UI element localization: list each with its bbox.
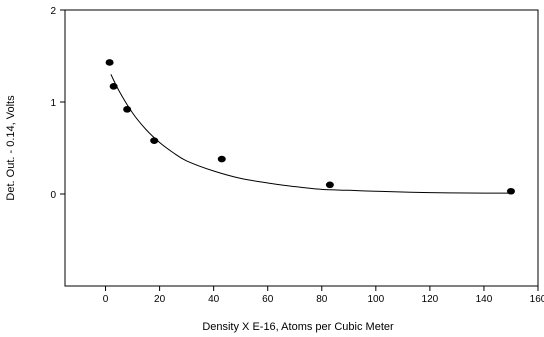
x-axis-ticks: 0 20 40 60 80 100 120 140 160 bbox=[103, 286, 544, 305]
x-tick-label: 80 bbox=[316, 294, 328, 305]
x-tick-label: 40 bbox=[208, 294, 220, 305]
y-axis-ticks: 0 1 2 bbox=[50, 6, 65, 201]
x-tick-label: 20 bbox=[154, 294, 166, 305]
plot-frame bbox=[64, 9, 539, 287]
x-tick-label: 160 bbox=[530, 294, 544, 305]
x-tick-label: 60 bbox=[262, 294, 274, 305]
data-point bbox=[506, 187, 515, 195]
x-tick-label: 0 bbox=[103, 294, 109, 305]
data-points bbox=[105, 59, 515, 195]
fit-curve bbox=[110, 74, 512, 194]
data-point bbox=[109, 83, 118, 90]
data-point bbox=[217, 155, 226, 163]
y-axis-label: Det. Out. - 0.14, Volts bbox=[5, 95, 17, 201]
data-point bbox=[105, 59, 114, 66]
data-point bbox=[123, 106, 132, 113]
y-tick-label: 2 bbox=[50, 6, 56, 17]
x-tick-label: 120 bbox=[422, 294, 439, 305]
x-tick-label: 140 bbox=[476, 294, 493, 305]
y-tick-label: 1 bbox=[50, 98, 56, 109]
data-point bbox=[325, 181, 334, 189]
y-tick-label: 0 bbox=[50, 190, 56, 201]
data-point bbox=[150, 137, 159, 144]
x-tick-label: 100 bbox=[367, 294, 384, 305]
x-axis-label: Density X E-16, Atoms per Cubic Meter bbox=[202, 321, 394, 333]
